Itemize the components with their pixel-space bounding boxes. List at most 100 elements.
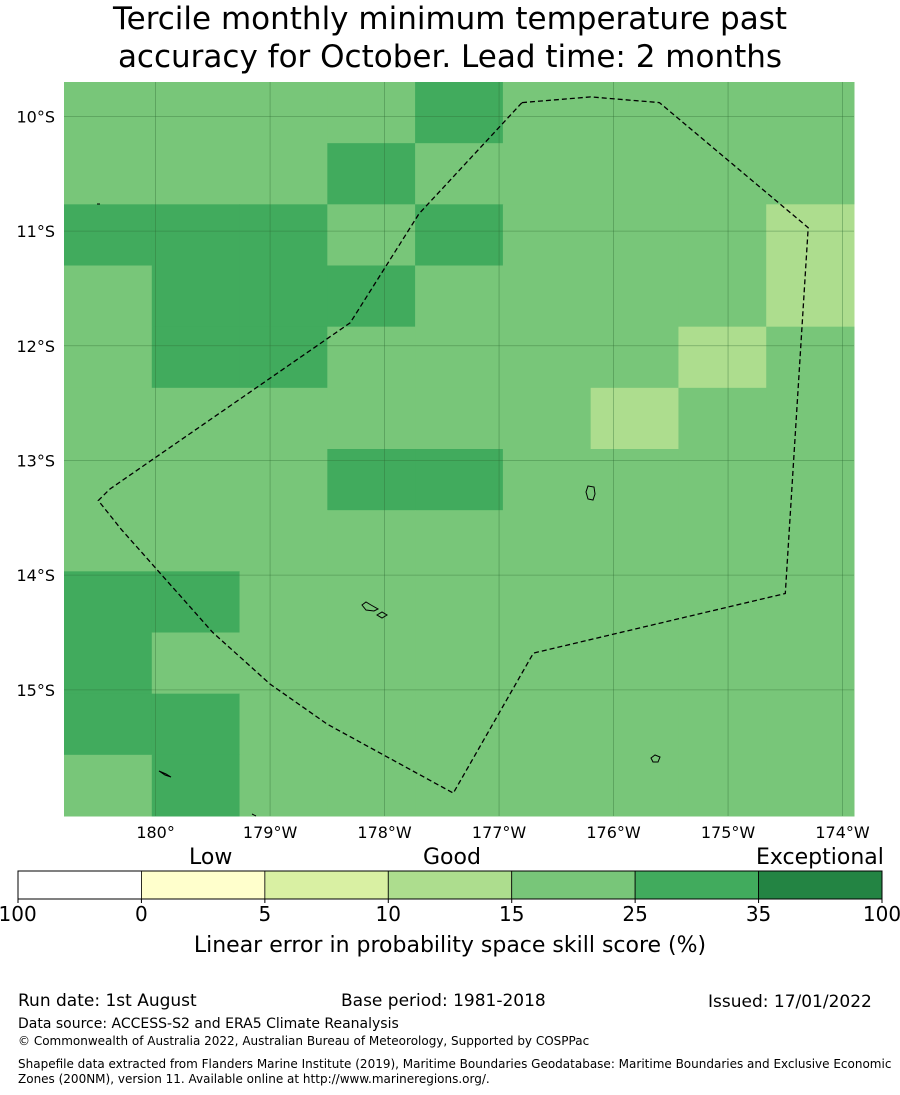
skill-cell bbox=[151, 571, 241, 633]
longitude-tick-label: 176°W bbox=[586, 823, 641, 842]
skill-cell bbox=[502, 754, 592, 817]
colorbar-tick-label: 10 bbox=[375, 902, 402, 926]
skill-cell bbox=[327, 571, 416, 633]
colorbar-tick-label: 25 bbox=[622, 902, 648, 926]
skill-cell bbox=[64, 449, 153, 511]
skill-cell bbox=[327, 510, 416, 572]
skill-cell bbox=[590, 754, 679, 817]
skill-cell bbox=[766, 754, 855, 817]
skill-cell bbox=[590, 326, 679, 389]
skill-cell bbox=[502, 82, 592, 144]
skill-cell bbox=[678, 82, 767, 144]
colorbar-bin bbox=[264, 870, 389, 900]
base-period: Base period: 1981-2018 bbox=[341, 991, 546, 1011]
colorbar-bin bbox=[141, 870, 266, 900]
skill-cell bbox=[151, 510, 241, 572]
skill-cell bbox=[151, 82, 241, 144]
skill-cell bbox=[415, 82, 504, 144]
skill-cell bbox=[327, 82, 416, 144]
map-title-line-2: accuracy for October. Lead time: 2 month… bbox=[117, 39, 783, 75]
skill-cell bbox=[327, 326, 416, 389]
longitude-tick-label: 179°W bbox=[243, 823, 298, 842]
map-title: Tercile monthly minimum temperature past… bbox=[0, 0, 900, 76]
skill-cell bbox=[415, 571, 504, 633]
map-title-line-1: Tercile monthly minimum temperature past bbox=[112, 1, 788, 37]
skill-cell bbox=[678, 571, 767, 633]
skill-cell bbox=[590, 693, 679, 756]
island-outlines bbox=[97, 203, 661, 817]
colorbar-bin bbox=[511, 870, 636, 900]
skill-cell bbox=[151, 265, 241, 328]
latitude-tick-label: 12°S bbox=[16, 337, 55, 356]
skill-cell bbox=[766, 693, 855, 756]
skill-cell bbox=[64, 387, 153, 450]
skill-grid-cells bbox=[64, 82, 855, 817]
map-gridlines bbox=[64, 82, 854, 816]
skill-cell bbox=[678, 632, 767, 695]
skill-cell bbox=[766, 449, 855, 511]
skill-cell bbox=[415, 326, 504, 389]
skill-cell bbox=[64, 510, 153, 572]
skill-cell bbox=[502, 449, 592, 511]
colorbar-tick-label: 5 bbox=[258, 902, 272, 926]
skill-cell bbox=[502, 571, 592, 633]
island-outline bbox=[650, 754, 661, 763]
skill-cell bbox=[766, 204, 855, 266]
skill-cell bbox=[678, 449, 767, 511]
island-outline bbox=[585, 485, 596, 501]
colorbar-bin bbox=[634, 870, 759, 900]
skill-cell bbox=[64, 82, 153, 144]
skill-cell bbox=[415, 387, 504, 450]
skill-cell bbox=[590, 387, 679, 450]
skill-cell bbox=[590, 510, 679, 572]
skill-cell bbox=[64, 265, 153, 328]
colorbar-bin bbox=[17, 870, 142, 900]
skill-cell bbox=[678, 510, 767, 572]
latitude-tick-label: 15°S bbox=[16, 681, 55, 700]
skill-cell bbox=[151, 449, 241, 511]
copyright-notice: © Commonwealth of Australia 2022, Austra… bbox=[18, 1034, 590, 1048]
skill-cell bbox=[678, 754, 767, 817]
colorbar-tick-label: 35 bbox=[745, 902, 772, 926]
skill-cell bbox=[64, 571, 153, 633]
skill-map: 10°S11°S12°S13°S14°S15°S 180° 179°W 178°W 1… bbox=[16, 82, 883, 903]
skill-cell bbox=[239, 449, 328, 511]
longitude-ticks: 180° 179°W 178°W 177°W 176°W 175°W 174°W bbox=[136, 823, 870, 842]
maritime-boundary-line bbox=[97, 96, 809, 794]
longitude-tick-label: 178°W bbox=[357, 823, 412, 842]
skill-cell bbox=[502, 143, 592, 205]
skill-cell bbox=[590, 571, 679, 633]
run-date: Run date: 1st August bbox=[18, 991, 197, 1011]
skill-cell bbox=[327, 265, 416, 328]
skill-cell bbox=[151, 693, 241, 756]
skill-cell bbox=[678, 204, 767, 266]
skill-cell bbox=[239, 571, 328, 633]
skill-cell bbox=[151, 387, 241, 450]
skill-cell bbox=[502, 510, 592, 572]
skill-cell bbox=[766, 571, 855, 633]
colorbar-title: Linear error in probability space skill … bbox=[193, 933, 707, 958]
latitude-tick-label: 13°S bbox=[16, 451, 55, 470]
longitude-tick-label: 174°W bbox=[815, 823, 870, 842]
skill-cell bbox=[502, 693, 592, 756]
skill-cell bbox=[590, 82, 679, 144]
skill-cell bbox=[151, 143, 241, 205]
issued-date: Issued: 17/01/2022 bbox=[708, 992, 872, 1012]
skill-cell bbox=[327, 143, 416, 205]
skill-cell bbox=[415, 204, 504, 266]
island-outline bbox=[158, 770, 172, 778]
skill-cell bbox=[151, 632, 241, 695]
skill-cell bbox=[64, 143, 153, 205]
latitude-tick-label: 11°S bbox=[16, 222, 55, 241]
skill-cell bbox=[239, 754, 328, 817]
skill-cell bbox=[239, 693, 328, 756]
skill-cell bbox=[151, 204, 241, 266]
skill-cell bbox=[766, 143, 855, 205]
skill-cell bbox=[239, 204, 328, 266]
skill-cell bbox=[415, 265, 504, 328]
skill-cell bbox=[415, 143, 504, 205]
skill-cell bbox=[64, 754, 153, 817]
skill-cell bbox=[678, 143, 767, 205]
skill-cell bbox=[64, 632, 153, 695]
skill-cell bbox=[766, 510, 855, 572]
